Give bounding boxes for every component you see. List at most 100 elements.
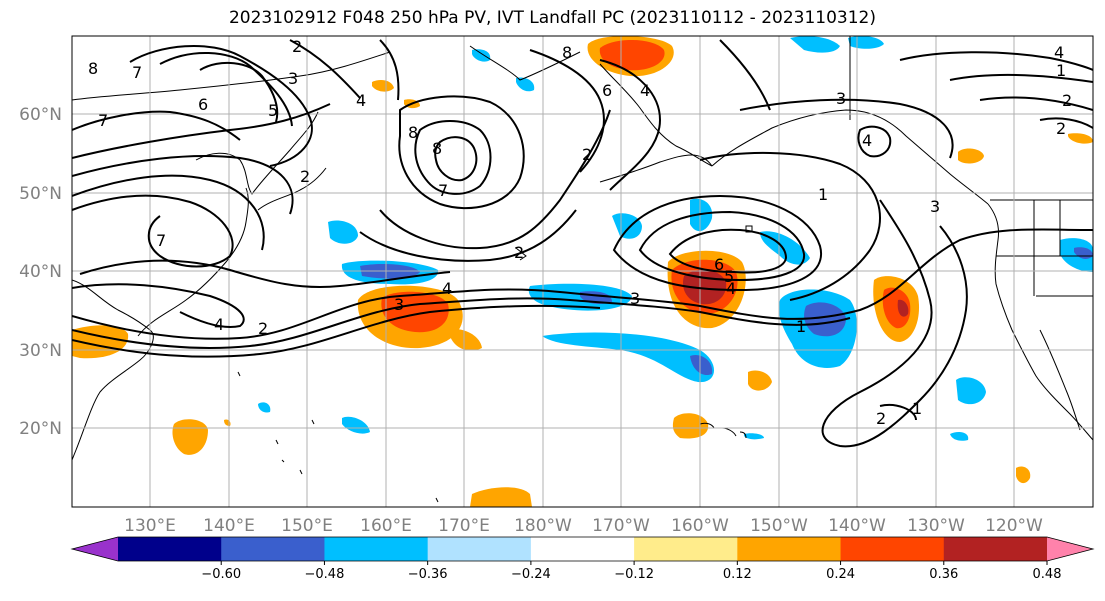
colorbar-outline (70, 536, 1095, 562)
shade-patch (950, 432, 969, 441)
coastline-japan (137, 187, 249, 337)
contour-label: 1 (796, 317, 806, 336)
pv-contour (899, 51, 1093, 71)
colorbar-segment (737, 537, 842, 561)
colorbar-segment (943, 537, 1048, 561)
coastline-na-west (987, 203, 1093, 441)
contour-label: 2 (582, 145, 592, 164)
shade-patch (516, 77, 535, 92)
shade-patch (448, 328, 482, 351)
shade-patch (790, 36, 840, 53)
pv-contour (949, 73, 1093, 83)
contour-label: 4 (862, 131, 872, 150)
lat-label: 20°N (19, 419, 62, 439)
contour-label: 7 (98, 111, 108, 130)
contour-label: 1 (912, 399, 922, 418)
border-states (996, 200, 1093, 297)
pv-contour (129, 45, 313, 167)
contour-label: 7 (438, 181, 448, 200)
colorbar-tick-label: 0.24 (826, 567, 855, 582)
contour-label: 1 (818, 185, 828, 204)
lat-label: 60°N (19, 105, 62, 125)
lat-label: 30°N (19, 341, 62, 361)
lat-label: 50°N (19, 184, 62, 204)
colorbar-extend-high (1047, 537, 1093, 561)
pv-contour (72, 283, 245, 328)
lon-label: 140°W (828, 516, 886, 536)
pv-contour (379, 109, 611, 250)
lon-label: 150°W (750, 516, 808, 536)
pv-contour (79, 259, 451, 289)
contour-label: 3 (630, 289, 640, 308)
colorbar-segment (427, 537, 532, 561)
contour-label: 8 (408, 123, 418, 142)
shade-patch (958, 148, 984, 164)
coastline-alaska-west (599, 63, 713, 167)
pv-contour (72, 194, 234, 268)
coastline-baja (1039, 329, 1081, 431)
colorbar-tick-label: −0.36 (408, 567, 448, 582)
pv-contour (289, 39, 361, 99)
contour-label: 6 (198, 95, 208, 114)
contour-label: 4 (356, 91, 366, 110)
colorbar-segment (634, 537, 738, 561)
coastline-asia (72, 279, 154, 461)
lat-label: 40°N (19, 262, 62, 282)
contour-label: 4 (640, 81, 650, 100)
colorbar-tick-label: −0.48 (305, 567, 345, 582)
contour-label: 4 (442, 279, 452, 298)
colorbar-segment (840, 537, 945, 561)
contour-label: 6 (714, 255, 724, 274)
colorbar-tick-label: 0.36 (929, 567, 958, 582)
contour-label: 8 (562, 43, 572, 62)
coastlines (72, 36, 1093, 503)
contour-label: 2 (292, 37, 302, 56)
map-frame (71, 35, 1094, 508)
shade-patch (381, 291, 449, 333)
contour-label: 2 (300, 167, 310, 186)
shade-patch (804, 302, 846, 337)
pv-contour (72, 228, 1093, 340)
pv-contour (879, 404, 917, 421)
pv-contour (719, 39, 771, 111)
shade-patch (897, 299, 909, 317)
shade-patch (258, 402, 271, 413)
colorbar-segment (118, 537, 222, 561)
contour-label: 3 (288, 69, 298, 88)
colorbar-segment (324, 537, 429, 561)
coastline-kamchatka (195, 111, 319, 195)
contour-label: 2 (876, 409, 886, 428)
pv-contour (72, 155, 294, 215)
pv-contour (72, 110, 241, 141)
pv-contour (414, 120, 492, 195)
contour-labels: 8 2 3 8 7 6 5 4 7 2 8 7 2 8 6 4 2 3 4 1 … (88, 37, 1072, 428)
contour-label: 2 (258, 319, 268, 338)
contour-label: 3 (394, 295, 404, 314)
colorbar-tick-label: −0.60 (201, 567, 241, 582)
contour-label: 3 (836, 89, 846, 108)
pv-contour-thin (515, 247, 527, 261)
contour-label: 2 (1056, 119, 1066, 138)
pv-contour (612, 194, 823, 292)
shade-patch (672, 413, 709, 439)
coastline-kuril (257, 167, 327, 211)
contour-label: 2 (1062, 91, 1072, 110)
contour-label: 4 (726, 279, 736, 298)
contour-label: 5 (268, 101, 278, 120)
lon-label: 160°W (671, 516, 729, 536)
pv-contour (739, 98, 954, 159)
colorbar-segment (221, 537, 325, 561)
shade-patch (599, 39, 665, 71)
lon-label: 160°E (360, 516, 412, 536)
shade-patch (1060, 238, 1093, 272)
contour-label: 2 (514, 243, 524, 262)
lon-label: 170°W (592, 516, 650, 536)
colorbar-segment (530, 537, 635, 561)
coastline-siberia (72, 51, 391, 101)
pv-contour (979, 96, 1093, 111)
pv-contours-thin (515, 225, 753, 261)
contour-label: 7 (132, 63, 142, 82)
pv-contour (821, 199, 968, 448)
contour-label: 3 (930, 197, 940, 216)
